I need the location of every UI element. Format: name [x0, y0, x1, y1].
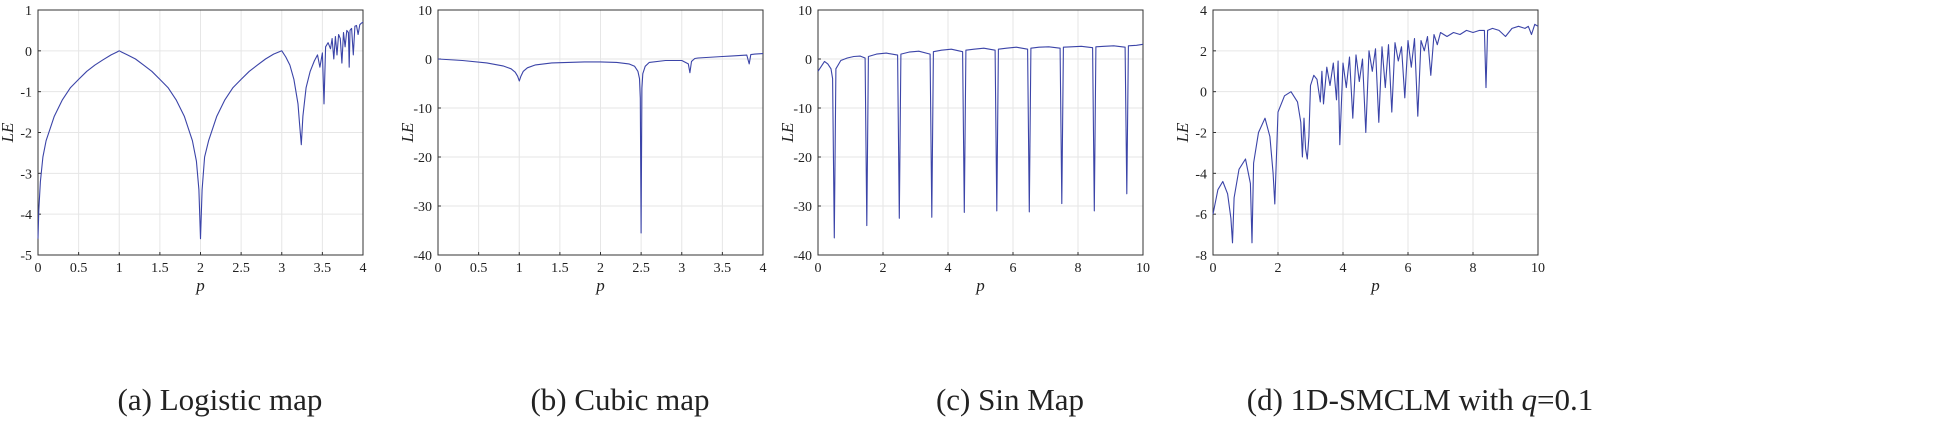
x-tick-label: 1 [116, 261, 123, 276]
y-tick-label: 0 [1200, 86, 1207, 101]
x-tick-label: 8 [1470, 261, 1477, 276]
lyapunov-series-line-0 [37, 21, 364, 240]
caption-text: (a) Logistic map [117, 382, 323, 417]
lyapunov-series-line-0 [1212, 23, 1539, 244]
x-tick-label: 1.5 [151, 261, 169, 276]
panel-a-logistic-map: 0 0.5 1 1.5 2 2.5 3 3.5 4 -5 -4 -3 -2 -1 0 1 p LE (a) Log… [0, 0, 487, 431]
caption-a: (a) Logistic map [40, 382, 400, 422]
y-tick-label: -20 [793, 151, 812, 166]
x-axis-label: p [195, 276, 205, 295]
caption-d: (d) 1D-SMCLM with q=0.1 [1185, 382, 1655, 422]
x-tick-label: 3.5 [314, 261, 332, 276]
x-tick-label: 2 [197, 261, 204, 276]
caption-text: (d) 1D-SMCLM with [1246, 382, 1522, 417]
y-tick-label: -10 [413, 102, 432, 117]
caption-b: (b) Cubic map [440, 382, 800, 422]
y-tick-label: -1 [20, 86, 32, 101]
y-tick-label: -6 [1195, 208, 1207, 223]
x-axis-label: p [595, 276, 605, 295]
x-tick-label: 1.5 [551, 261, 569, 276]
caption-c: (c) Sin Map [820, 382, 1200, 422]
x-axis-label: p [1370, 276, 1380, 295]
y-tick-label: 2 [1200, 45, 1207, 60]
x-tick-label: 2 [880, 261, 887, 276]
caption-text: (c) Sin Map [935, 382, 1085, 417]
x-tick-label: 6 [1405, 261, 1412, 276]
x-tick-label: 3 [678, 261, 685, 276]
axes-frame [817, 9, 1144, 256]
x-tick-label: 3 [278, 261, 285, 276]
plot-area [818, 10, 1143, 255]
y-tick-label: -30 [793, 200, 812, 215]
x-tick-label: 0.5 [70, 261, 88, 276]
y-tick-label: 0 [25, 45, 32, 60]
x-tick-label: 0 [815, 261, 822, 276]
y-axis-label: LE [400, 122, 417, 143]
y-tick-label: 10 [798, 4, 812, 19]
y-tick-label: -4 [20, 208, 32, 223]
axes-frame [37, 9, 364, 256]
x-tick-label: 10 [1136, 261, 1150, 276]
y-tick-label: -2 [20, 127, 32, 142]
x-tick-label: 4 [945, 261, 952, 276]
y-tick-label: 10 [418, 4, 432, 19]
x-tick-label: 2 [597, 261, 604, 276]
x-tick-label: 0 [1210, 261, 1217, 276]
lyapunov-plot-sin: 0 2 4 6 8 10 -40 -30 -20 -10 0 10 p LE [780, 4, 1150, 295]
panel-b-cubic-map: 0 0.5 1 1.5 2 2.5 3 3.5 4 -40 -30 -20 -10 0 10 p LE (b) … [400, 0, 887, 431]
x-tick-label: 6 [1010, 261, 1017, 276]
lyapunov-series-line-0 [817, 43, 1144, 239]
y-tick-label: -4 [1195, 167, 1207, 182]
panel-d-1d-smclm: 0 2 4 6 8 10 -8 -6 -4 -2 0 2 4 p LE (d) 1D-SMCLM with … [1175, 0, 1662, 431]
y-tick-label: -10 [793, 102, 812, 117]
y-tick-label: -3 [20, 167, 32, 182]
lyapunov-plot-1d-smclm: 0 2 4 6 8 10 -8 -6 -4 -2 0 2 4 p LE [1175, 4, 1545, 295]
lyapunov-plot-logistic: 0 0.5 1 1.5 2 2.5 3 3.5 4 -5 -4 -3 -2 -1 0 1 p LE [0, 4, 367, 295]
caption-text: (b) Cubic map [530, 382, 710, 417]
x-tick-label: 2.5 [232, 261, 250, 276]
x-tick-label: 4 [760, 261, 767, 276]
y-tick-label: -40 [413, 249, 432, 264]
y-tick-label: 0 [805, 53, 812, 68]
y-tick-label: 0 [425, 53, 432, 68]
x-tick-label: 0 [35, 261, 42, 276]
x-tick-label: 0 [435, 261, 442, 276]
y-tick-label: -8 [1195, 249, 1207, 264]
y-tick-label: -40 [793, 249, 812, 264]
y-axis-label: LE [1175, 122, 1192, 143]
panel-c-sin-map: 0 2 4 6 8 10 -40 -30 -20 -10 0 10 p LE (c) Sin Map [780, 0, 1267, 431]
caption-value: =0.1 [1536, 382, 1594, 417]
lyapunov-series-line-0 [437, 53, 764, 234]
y-tick-label: -20 [413, 151, 432, 166]
y-tick-label: -2 [1195, 127, 1207, 142]
x-tick-label: 8 [1075, 261, 1082, 276]
lyapunov-plot-cubic: 0 0.5 1 1.5 2 2.5 3 3.5 4 -40 -30 -20 -10 0 10 p LE [400, 4, 767, 295]
x-tick-label: 2.5 [632, 261, 650, 276]
y-tick-label: -5 [20, 249, 32, 264]
x-tick-label: 1 [516, 261, 523, 276]
x-tick-label: 3.5 [714, 261, 732, 276]
x-tick-label: 4 [1340, 261, 1347, 276]
x-tick-label: 2 [1275, 261, 1282, 276]
axes-frame [1212, 9, 1539, 256]
y-tick-label: 4 [1200, 4, 1207, 19]
y-tick-label: 1 [25, 4, 32, 19]
x-tick-label: 4 [360, 261, 367, 276]
x-tick-label: 10 [1531, 261, 1545, 276]
axes-frame [437, 9, 764, 256]
y-tick-label: -30 [413, 200, 432, 215]
x-tick-label: 0.5 [470, 261, 488, 276]
y-axis-label: LE [0, 122, 17, 143]
caption-param: q [1521, 382, 1537, 417]
x-axis-label: p [975, 276, 985, 295]
y-axis-label: LE [780, 122, 797, 143]
